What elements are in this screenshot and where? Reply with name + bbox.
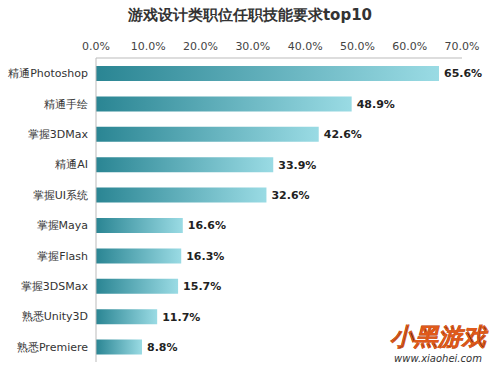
svg-text:精通AI: 精通AI	[55, 158, 88, 171]
svg-text:30.0%: 30.0%	[235, 40, 270, 53]
svg-text:16.3%: 16.3%	[186, 250, 224, 263]
html-text:www.xiaohei.com: www.xiaohei.com	[394, 353, 482, 364]
svg-text:70.0%: 70.0%	[445, 40, 480, 53]
svg-text:掌握3DSMax: 掌握3DSMax	[21, 280, 89, 293]
svg-text:11.7%: 11.7%	[162, 311, 200, 324]
svg-text:掌握3DMax: 掌握3DMax	[28, 128, 89, 141]
svg-text:15.7%: 15.7%	[183, 280, 221, 293]
svg-text:50.0%: 50.0%	[340, 40, 375, 53]
svg-text:32.6%: 32.6%	[271, 189, 309, 202]
svg-text:熟悉Unity3D: 熟悉Unity3D	[22, 310, 88, 323]
svg-text:10.0%: 10.0%	[131, 40, 166, 53]
svg-text:20.0%: 20.0%	[183, 40, 218, 53]
svg-text:掌握UI系统: 掌握UI系统	[33, 189, 88, 202]
svg-text:熟悉Premiere: 熟悉Premiere	[17, 341, 88, 354]
html-text:小黑游戏: 小黑游戏	[390, 323, 486, 351]
svg-text:精通手绘: 精通手绘	[44, 98, 88, 111]
svg-text:60.0%: 60.0%	[392, 40, 427, 53]
html-text:游戏设计类职位任职技能要求top10: 游戏设计类职位任职技能要求top10	[128, 6, 372, 24]
svg-text:精通Photoshop: 精通Photoshop	[8, 67, 88, 80]
svg-text:0.0%: 0.0%	[82, 40, 110, 53]
svg-text:16.6%: 16.6%	[188, 219, 226, 232]
svg-text:掌握Flash: 掌握Flash	[37, 250, 88, 263]
svg-text:8.8%: 8.8%	[147, 341, 178, 354]
svg-text:42.6%: 42.6%	[324, 128, 362, 141]
svg-text:40.0%: 40.0%	[288, 40, 323, 53]
svg-text:33.9%: 33.9%	[278, 159, 316, 172]
svg-text:掌握Maya: 掌握Maya	[37, 219, 88, 232]
svg-text:65.6%: 65.6%	[444, 67, 482, 80]
svg-text:48.9%: 48.9%	[357, 98, 395, 111]
